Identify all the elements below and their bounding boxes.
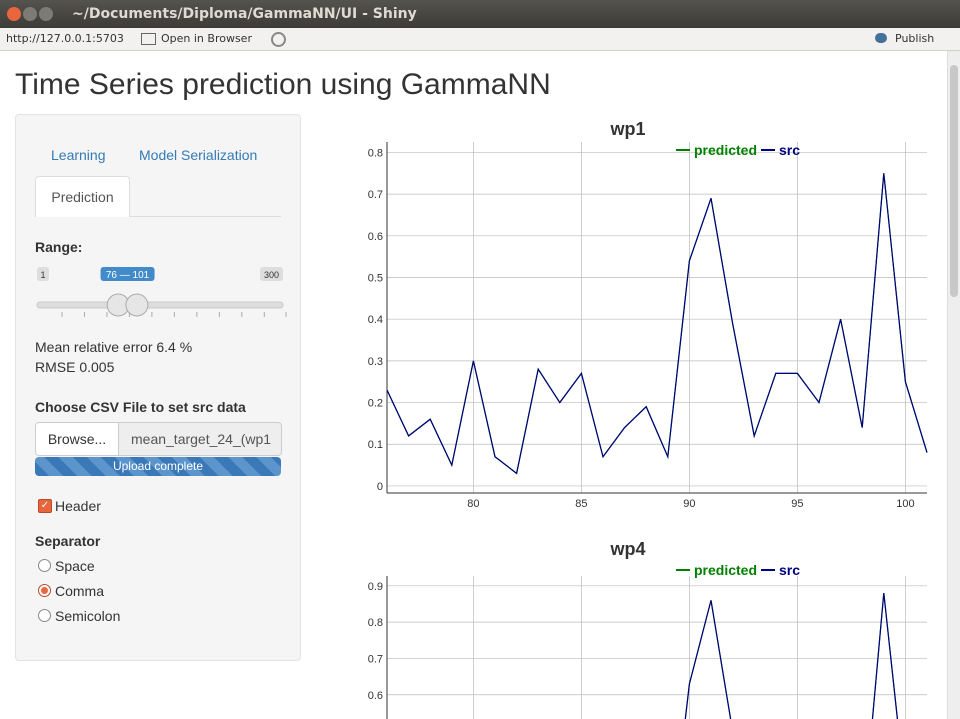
slider-tick-label: 241 <box>235 320 249 321</box>
radio-label[interactable]: Space <box>55 558 95 574</box>
slider-min-box <box>37 267 49 281</box>
file-label: Choose CSV File to set src data <box>35 399 246 415</box>
y-tick-label: 0 <box>377 481 383 493</box>
open-icon <box>141 33 156 45</box>
radio-label[interactable]: Semicolon <box>55 608 121 624</box>
slider-max: 300 <box>264 270 279 280</box>
y-tick-label: 0.6 <box>368 690 383 702</box>
legend-label: src <box>779 562 800 578</box>
slider-handle <box>125 293 149 317</box>
header-checkbox[interactable]: ✓ <box>38 499 52 513</box>
x-tick-label: 85 <box>575 498 587 510</box>
y-tick-label: 0.8 <box>368 147 383 159</box>
mean-relative-error: Mean relative error 6.4 % <box>35 339 193 355</box>
browse-button[interactable]: Browse... <box>35 422 119 456</box>
sidebar: Learning Model Serialization Prediction … <box>15 114 301 661</box>
y-tick-label: 0.5 <box>368 272 383 284</box>
window-title: ~/Documents/Diploma/GammaNN/UI - Shiny <box>72 6 417 22</box>
tab[interactable]: Model Serialization <box>139 147 258 163</box>
slider-tick-label: 1 <box>60 320 65 321</box>
y-tick-label: 0.3 <box>368 356 383 368</box>
slider-tick-label: 151 <box>168 320 182 321</box>
series-line <box>684 593 899 719</box>
series-line <box>386 173 928 475</box>
legend-label: src <box>779 142 800 158</box>
series-line <box>386 173 928 475</box>
file-name: mean_target_24_(wp1 <box>118 422 282 456</box>
url: http://127.0.0.1:5703 <box>6 32 124 45</box>
y-tick-label: 0.2 <box>368 398 383 410</box>
range-slider[interactable]: 1 300 76 — 101 1 31 61 91 121 151 181 211 241 271 300 <box>30 259 290 321</box>
header-label[interactable]: Header <box>55 498 101 514</box>
slider-track <box>36 301 284 309</box>
slider-tick-label: 61 <box>102 320 111 321</box>
radio[interactable] <box>38 559 51 572</box>
slider-tick-label: 300 <box>279 320 290 321</box>
slider-max-box <box>260 267 283 281</box>
slider-min: 1 <box>40 270 45 280</box>
upload-progress: Upload complete <box>35 457 281 476</box>
y-tick-label: 0.7 <box>368 189 383 201</box>
slider-tick-label: 31 <box>80 320 89 321</box>
x-tick-label: 95 <box>791 498 803 510</box>
refresh-button[interactable] <box>271 32 286 47</box>
x-tick-label: 80 <box>467 498 479 510</box>
slider-tick-label: 181 <box>190 320 204 321</box>
close-button[interactable] <box>7 7 21 21</box>
y-tick-label: 0.6 <box>368 231 383 243</box>
x-tick-label: 100 <box>896 498 914 510</box>
active-tab[interactable]: Prediction <box>35 176 130 217</box>
toolbar: http://127.0.0.1:5703 Open in Browser Pu… <box>0 28 960 51</box>
maximize-button[interactable] <box>39 7 53 21</box>
radio[interactable] <box>38 609 51 622</box>
radio-selected[interactable] <box>38 584 51 597</box>
y-tick-label: 0.9 <box>368 581 383 593</box>
y-tick-label: 0.7 <box>368 653 383 665</box>
x-tick-label: 90 <box>683 498 695 510</box>
minimize-button[interactable] <box>23 7 37 21</box>
slider-tick-label: 271 <box>258 320 272 321</box>
legend-label: predicted <box>694 142 757 158</box>
series-line <box>684 593 899 719</box>
title-bar: ~/Documents/Diploma/GammaNN/UI - Shiny <box>0 0 960 28</box>
publish-icon <box>875 33 887 43</box>
radio-label[interactable]: Comma <box>55 583 105 599</box>
y-tick-label: 0.4 <box>368 314 383 326</box>
page-title: Time Series prediction using GammaNN <box>15 68 551 101</box>
chart-title: wp4 <box>609 539 645 559</box>
scrollbar-thumb[interactable] <box>950 65 958 297</box>
slider-value: 76 — 101 <box>106 270 150 281</box>
legend-label: predicted <box>694 562 757 578</box>
publish-button[interactable]: Publish <box>895 32 935 45</box>
y-tick-label: 0.8 <box>368 617 383 629</box>
tab[interactable]: Learning <box>51 147 106 163</box>
y-tick-label: 0.1 <box>368 439 383 451</box>
open-in-browser[interactable]: Open in Browser <box>161 32 252 45</box>
chart-title: wp1 <box>609 119 645 139</box>
range-label: Range: <box>35 239 83 255</box>
tab-border <box>35 216 281 217</box>
scrollbar[interactable] <box>947 51 960 719</box>
slider-tick-label: 91 <box>125 320 134 321</box>
slider-tick-label: 211 <box>213 320 226 321</box>
separator-label: Separator <box>35 533 101 549</box>
slider-value-box <box>100 267 155 281</box>
rmse: RMSE 0.005 <box>35 359 115 375</box>
slider-tick-label: 121 <box>145 320 159 321</box>
